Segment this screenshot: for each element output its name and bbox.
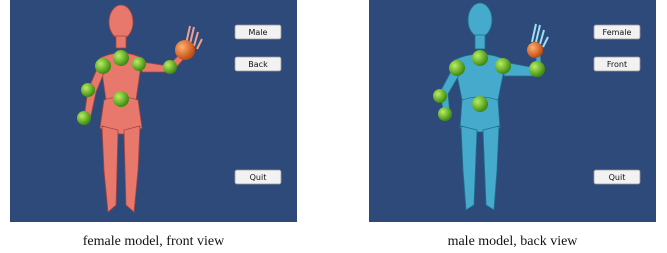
button-label[interactable]: Front bbox=[607, 60, 627, 69]
button-label[interactable]: Male bbox=[249, 28, 268, 37]
figure: Male Back Quit female model, front view Fema… bbox=[0, 0, 667, 253]
button-label[interactable]: Quit bbox=[609, 173, 626, 182]
button-label[interactable]: Female bbox=[603, 28, 632, 37]
caption: female model, front view bbox=[83, 234, 225, 249]
page: Male Back Quit female model, front view Fema… bbox=[0, 0, 667, 253]
button-label[interactable]: Back bbox=[248, 60, 268, 69]
caption: male model, back view bbox=[448, 234, 579, 249]
button-label[interactable]: Quit bbox=[250, 173, 267, 182]
